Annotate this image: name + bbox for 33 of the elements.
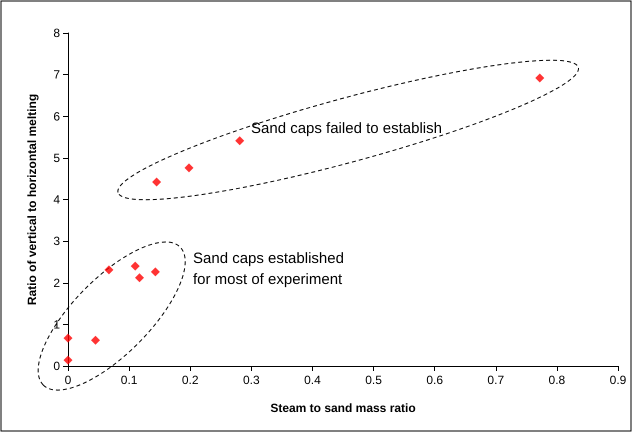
point [235, 136, 244, 146]
annotation: Sand caps failed to establish [251, 120, 442, 137]
point [64, 334, 72, 343]
y-tick-label: 6 [53, 109, 60, 124]
y-tick-label: 7 [53, 68, 60, 82]
y-tick-label: 8 [53, 26, 60, 40]
y-tick-label: 0 [53, 359, 60, 373]
point [535, 73, 544, 82]
x-tick-label: 0.7 [487, 373, 504, 387]
annotation: Sand caps established for most of experiment [193, 250, 348, 288]
x-axis-title: Steam to sand mass ratio [270, 401, 416, 415]
y-tick-label: 3 [53, 234, 60, 248]
x-tick-label: 0.3 [242, 373, 260, 387]
x-tick-label: 0.8 [548, 373, 566, 387]
x-tick-label: 0.9 [610, 373, 627, 387]
point [104, 265, 114, 274]
point [152, 178, 162, 187]
y-axis-title: Ratio of vertical to horizontal melting [25, 94, 39, 306]
y-tick-label: 2 [53, 276, 60, 290]
point [184, 163, 194, 172]
point [130, 262, 140, 271]
x-tick-label: 0 [64, 373, 72, 387]
y-tick-label: 4 [53, 192, 60, 206]
point [135, 273, 144, 282]
point [150, 267, 160, 276]
point [91, 336, 100, 345]
y-tick-label: 5 [53, 150, 60, 165]
x-tick-label: 0.6 [426, 373, 444, 387]
x-tick-label: 0.5 [365, 373, 382, 387]
y-tick-label: 1 [53, 317, 60, 332]
x-tick-label: 0.1 [120, 373, 138, 387]
x-tick-label: 0.4 [304, 373, 322, 387]
x-tick-label: 0.2 [182, 373, 199, 387]
